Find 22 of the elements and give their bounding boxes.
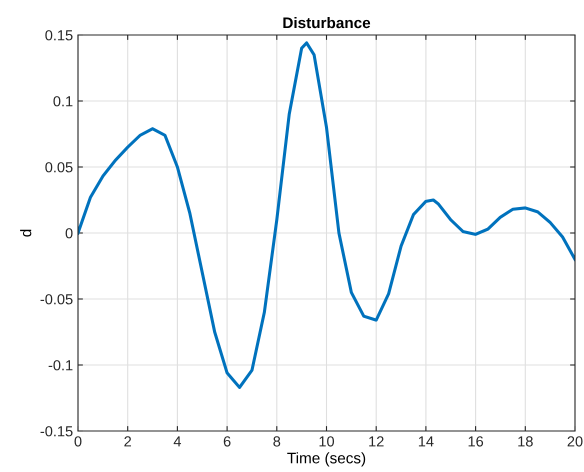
x-tick-label: 20 <box>568 436 583 447</box>
x-tick-label: 12 <box>369 436 384 446</box>
y-axis-title: d <box>20 230 32 237</box>
y-tick-label: 0.15 <box>45 30 73 40</box>
chart-title: Disturbance <box>283 16 370 28</box>
x-tick-label: 10 <box>320 436 334 447</box>
y-tick-label: -0.05 <box>40 294 73 304</box>
y-tick-label: -0.1 <box>48 360 72 370</box>
y-tick-label: 0.05 <box>45 162 73 172</box>
x-tick-label: 16 <box>468 436 484 447</box>
x-tick-label: 18 <box>518 436 533 447</box>
x-tick-label: 14 <box>418 436 434 446</box>
x-axis-title: Time (secs) <box>287 452 366 466</box>
line-series <box>78 41 575 389</box>
x-tick-label: 2 <box>124 436 132 446</box>
x-tick-label: 0 <box>74 436 82 447</box>
y-tick-label: 0 <box>66 228 73 238</box>
x-tick-label: 4 <box>174 436 182 446</box>
x-tick-label: 6 <box>224 436 231 447</box>
y-tick-label: 0.1 <box>53 96 72 106</box>
x-tick-label: 8 <box>273 436 280 447</box>
y-tick-label: -0.15 <box>40 426 73 436</box>
